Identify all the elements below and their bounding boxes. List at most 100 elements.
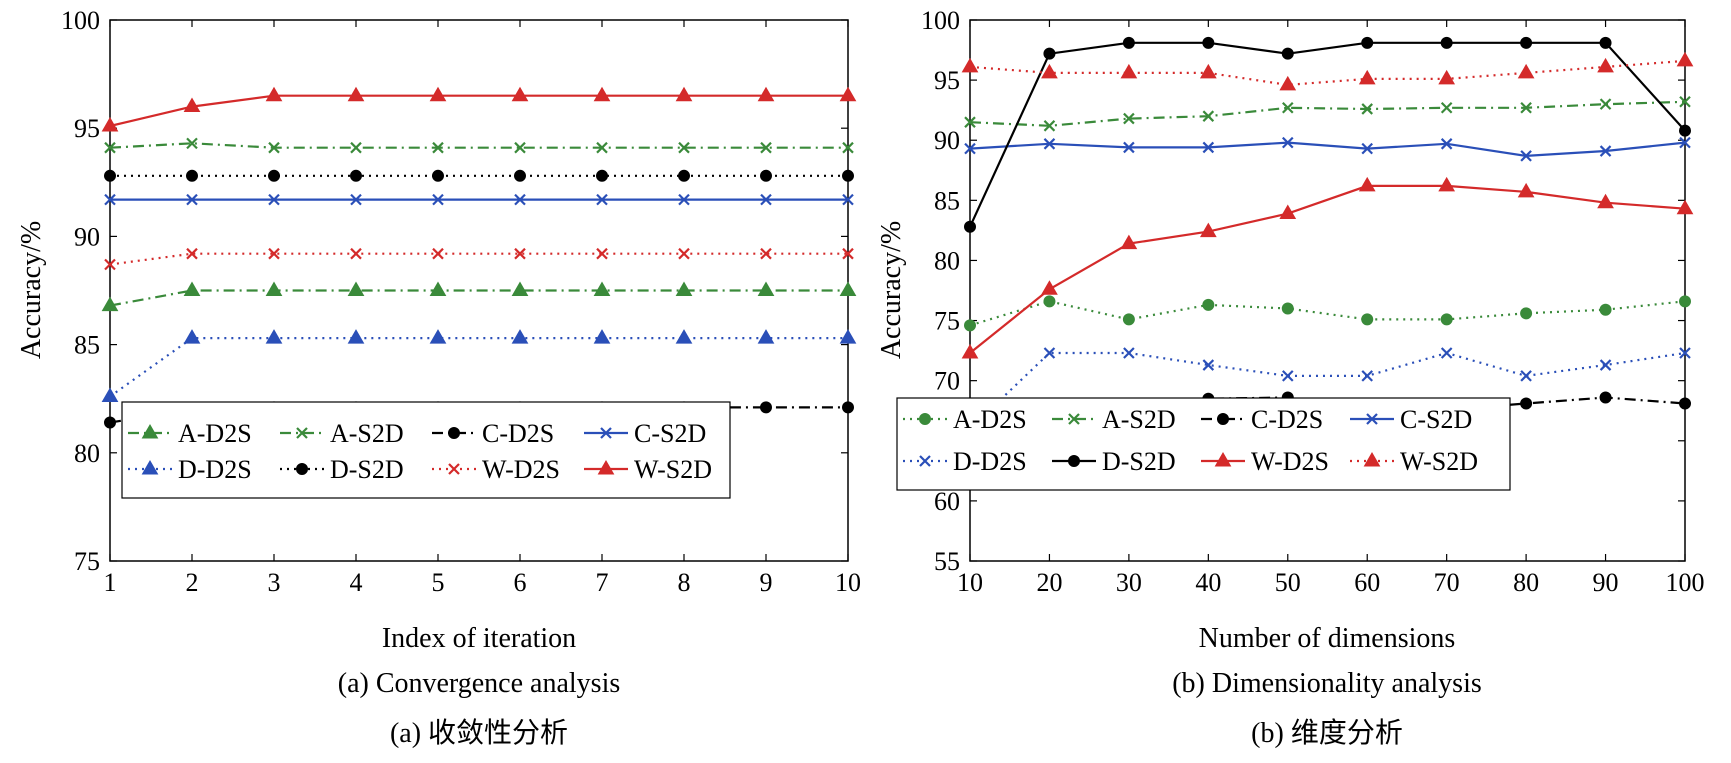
legend-marker (141, 459, 159, 475)
data-point (1679, 95, 1691, 108)
data-point (842, 169, 854, 182)
data-point (596, 193, 608, 206)
x-tick-label: 6 (514, 568, 527, 597)
data-point (1281, 47, 1294, 60)
data-point (839, 329, 857, 344)
series-line (969, 184, 1686, 354)
data-point (964, 220, 976, 233)
series-line (969, 141, 1686, 158)
data-point (1438, 69, 1456, 85)
data-point (1358, 69, 1376, 85)
legend-item: W-S2D (1350, 447, 1478, 476)
data-point (596, 141, 608, 154)
data-point (101, 387, 119, 403)
x-tick-label: 3 (268, 568, 281, 597)
series-w-s2d (961, 51, 1694, 91)
data-point (1199, 222, 1217, 238)
series-a-d2s (101, 281, 857, 312)
data-point (1361, 142, 1373, 155)
data-point (678, 193, 690, 206)
data-point (104, 416, 116, 429)
data-point (760, 401, 772, 414)
legend-label: W-D2S (1251, 447, 1329, 476)
legend-label: C-S2D (1400, 405, 1472, 434)
data-point (1679, 124, 1691, 137)
legend-label: W-S2D (1400, 447, 1478, 476)
legend-label: A-S2D (1102, 405, 1176, 434)
data-point (1199, 63, 1217, 79)
data-point (1599, 359, 1612, 371)
data-point (1043, 47, 1056, 60)
data-point (1676, 199, 1694, 215)
legend-item: W-D2S (1201, 447, 1329, 476)
data-point (593, 329, 611, 344)
legend-label: D-D2S (953, 447, 1027, 476)
series-line (109, 289, 848, 307)
x-tick-label: 5 (432, 568, 445, 597)
y-tick-label: 80 (934, 246, 960, 275)
data-point (675, 281, 693, 296)
plot-frame (969, 19, 1686, 562)
data-point (839, 281, 857, 296)
data-point (1123, 347, 1135, 359)
y-tick-label: 100 (921, 6, 960, 35)
data-point (678, 141, 690, 154)
data-point (432, 193, 444, 206)
data-point (1520, 101, 1532, 114)
legend-label: W-D2S (482, 455, 560, 484)
x-tick-label: 9 (760, 568, 773, 597)
y-tick-label: 100 (61, 6, 100, 35)
legend-item: D-D2S (903, 447, 1027, 476)
data-point (1282, 370, 1294, 382)
data-point (842, 247, 854, 260)
data-point (429, 86, 447, 102)
data-point (1120, 63, 1138, 79)
data-point (1122, 36, 1135, 49)
data-point (1279, 204, 1297, 220)
data-point (350, 247, 362, 260)
data-point (1597, 57, 1614, 73)
x-tick-label: 40 (1195, 568, 1221, 597)
data-point (1679, 136, 1691, 149)
data-point (429, 281, 447, 296)
data-point (265, 281, 283, 296)
x-tick-label: 2 (186, 568, 199, 597)
data-point (511, 281, 529, 296)
data-point (1358, 176, 1376, 192)
legend-box (121, 401, 731, 499)
data-point (842, 401, 854, 414)
data-point (1520, 307, 1533, 320)
legend: A-D2S A-S2D C-D2S C-S2D D-D2S D-S2D W-D2S W-S2D (896, 397, 1511, 491)
x-tick-label: 8 (678, 568, 691, 597)
data-point (432, 169, 444, 182)
data-point (961, 57, 979, 73)
data-point (1599, 145, 1612, 157)
data-point (1517, 182, 1535, 198)
y-axis-label: Accuracy/% (16, 221, 47, 359)
data-point (1043, 138, 1056, 150)
data-point (1676, 51, 1694, 67)
data-point (1361, 103, 1373, 115)
legend-label: A-S2D (330, 419, 404, 448)
data-point (1361, 370, 1373, 382)
data-point (964, 319, 976, 332)
legend-item: D-S2D (1052, 447, 1176, 476)
data-point (183, 97, 201, 113)
data-point (1202, 141, 1215, 154)
data-point (593, 281, 611, 296)
data-point (1281, 302, 1294, 315)
series-line (969, 59, 1686, 87)
data-point (511, 86, 529, 102)
legend-marker (597, 459, 615, 475)
data-point (760, 193, 772, 206)
x-tick-label: 4 (350, 568, 363, 597)
data-point (1282, 136, 1294, 149)
data-point (432, 247, 444, 260)
y-tick-label: 60 (934, 487, 960, 516)
series-line (969, 100, 1686, 127)
data-point (104, 258, 116, 271)
data-point (1599, 303, 1612, 316)
data-point (514, 169, 526, 182)
series-c-s2d (104, 193, 854, 206)
data-point (678, 169, 690, 182)
